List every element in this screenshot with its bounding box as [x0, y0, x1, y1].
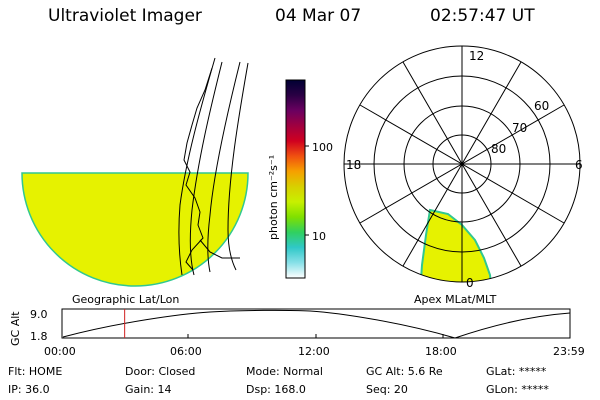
- time-tick-3: 18:00: [425, 345, 457, 358]
- status-mode: Mode: Normal: [246, 365, 323, 378]
- colorbar-ticks: [305, 145, 309, 236]
- mlt-label-18: 18: [346, 158, 361, 172]
- status-gain: Gain: 14: [125, 383, 172, 396]
- geo-coast-2: [199, 239, 240, 259]
- geo-line-1: [178, 57, 216, 276]
- geo-illuminated-region: [21, 172, 249, 287]
- mlt-label-12: 12: [469, 49, 484, 63]
- mlat-label-70: 70: [512, 121, 527, 135]
- status-ip: IP: 36.0: [8, 383, 50, 396]
- altitude-plot-frame: [61, 308, 571, 339]
- status-gc-alt: GC Alt: 5.6 Re: [366, 365, 443, 378]
- instrument-title: Ultraviolet Imager: [48, 6, 202, 26]
- colorbar: [285, 79, 306, 279]
- time-tick-0: 00:00: [44, 345, 76, 358]
- status-door: Door: Closed: [125, 365, 196, 378]
- mlt-label-6: 6: [575, 158, 583, 172]
- geo-coast-1: [183, 67, 213, 271]
- time-tick-1: 06:00: [170, 345, 202, 358]
- geo-line-2: [189, 61, 223, 276]
- geo-map-lines: [178, 57, 249, 276]
- colorbar-tick-10: 10: [312, 230, 326, 243]
- altitude-axis-ticks: [187, 334, 444, 338]
- altitude-axis-label: GC Alt: [9, 311, 22, 346]
- polar-plot: [343, 45, 581, 283]
- status-flight: Flt: HOME: [8, 365, 63, 378]
- colorbar-tick-100: 100: [312, 141, 333, 154]
- mlat-label-60: 60: [534, 99, 549, 113]
- status-glat: GLat: *****: [486, 365, 547, 378]
- altitude-tick-high: 9.0: [30, 308, 48, 321]
- time-tick-4: 23:59: [553, 345, 585, 358]
- date-label: 04 Mar 07: [275, 6, 362, 26]
- status-dsp: Dsp: 168.0: [246, 383, 306, 396]
- colorbar-unit-label: photon cm⁻²s⁻¹: [267, 155, 280, 240]
- status-seq: Seq: 20: [366, 383, 408, 396]
- mlt-label-0: 0: [466, 276, 474, 290]
- polar-aurora-region: [418, 208, 494, 282]
- altitude-tick-low: 1.8: [30, 330, 48, 343]
- polar-panel-label: Apex MLat/MLT: [414, 293, 497, 306]
- geo-panel-label: Geographic Lat/Lon: [72, 293, 180, 306]
- geo-line-3: [207, 61, 241, 273]
- altitude-curve: [62, 309, 571, 339]
- status-glon: GLon: *****: [486, 383, 549, 396]
- time-tick-2: 12:00: [298, 345, 330, 358]
- mlat-label-80: 80: [491, 142, 506, 156]
- geo-line-4: [227, 62, 249, 271]
- time-label: 02:57:47 UT: [430, 6, 535, 26]
